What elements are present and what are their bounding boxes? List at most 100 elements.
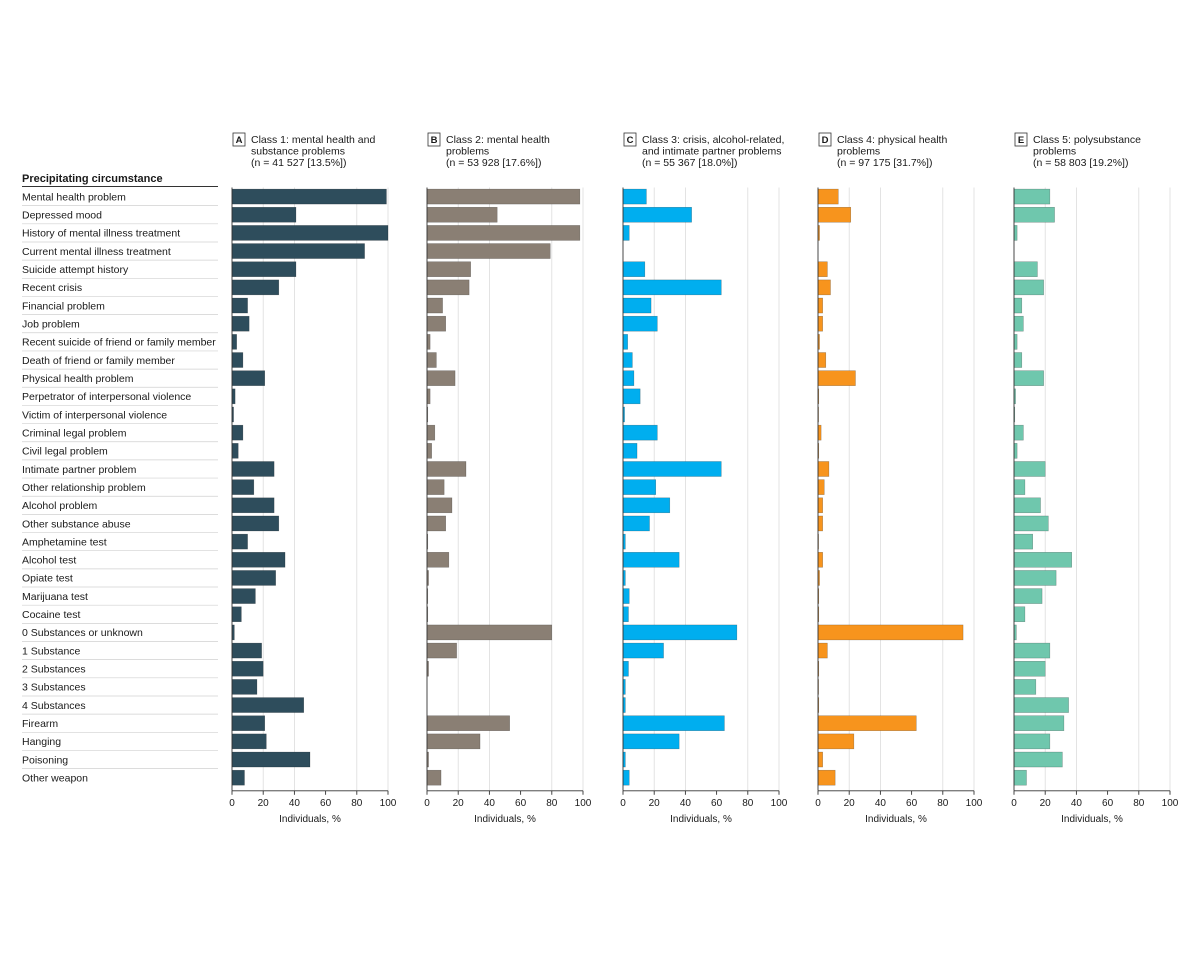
bar (231, 334, 237, 350)
x-tick-label: 20 (1040, 798, 1052, 809)
bar (1013, 715, 1065, 731)
bar (426, 315, 446, 332)
bar (231, 697, 305, 713)
bar (622, 315, 658, 332)
category-label: Suicide attempt history (22, 264, 129, 276)
bar (817, 279, 831, 296)
bar (1013, 642, 1051, 659)
bar (622, 443, 638, 459)
bar (1013, 261, 1038, 277)
bar (231, 533, 248, 550)
x-tick-label: 80 (546, 798, 558, 809)
bar (231, 297, 248, 314)
bar (426, 461, 467, 477)
category-label: Intimate partner problem (22, 464, 137, 476)
panel-title-line: problems (1033, 146, 1076, 158)
category-label: Poisoning (22, 754, 68, 766)
bar (231, 225, 389, 241)
bar (1013, 461, 1046, 477)
bar (231, 497, 275, 514)
category-label: Recent suicide of friend or family membe… (22, 337, 216, 349)
bar (817, 497, 823, 514)
bar (817, 352, 827, 368)
bar (426, 642, 457, 659)
bar (426, 497, 453, 514)
bar (622, 188, 647, 205)
bar (1013, 225, 1018, 241)
category-label: Alcohol test (22, 555, 76, 567)
panel-title-line: (n = 55 367 [18.0%]) (642, 157, 737, 169)
category-label: Criminal legal problem (22, 427, 127, 439)
bar (622, 388, 641, 405)
bar (622, 424, 658, 441)
bar (426, 769, 442, 786)
bar (1013, 370, 1044, 386)
bar (231, 642, 262, 659)
bar (231, 679, 258, 695)
bar (817, 424, 822, 441)
x-tick-label: 100 (966, 798, 983, 809)
bar (817, 769, 836, 786)
category-label: 2 Substances (22, 664, 86, 676)
bar (817, 479, 825, 495)
category-header: Precipitating circumstance (22, 173, 163, 185)
bar (1013, 188, 1051, 205)
category-label: Amphetamine test (22, 536, 107, 548)
bar (817, 206, 852, 223)
bar (231, 279, 280, 296)
bar (1013, 733, 1051, 750)
x-tick-label: 100 (771, 798, 788, 809)
x-tick-label: 60 (1102, 798, 1114, 809)
bar (231, 570, 276, 586)
bar (426, 479, 445, 495)
panel-title-line: substance problems (251, 146, 345, 158)
x-tick-label: 100 (380, 798, 397, 809)
bar (817, 733, 855, 750)
bar (1013, 479, 1026, 495)
category-label: Opiate test (22, 573, 73, 585)
bar (622, 660, 629, 677)
bar (231, 660, 264, 677)
panel-title-line: Class 2: mental health (446, 134, 550, 146)
bar (426, 552, 450, 568)
bar (1013, 588, 1043, 604)
category-labels: Mental health problem Depressed mood Histo… (22, 191, 218, 785)
x-tick-label: 60 (515, 798, 527, 809)
panel-label-box (1014, 132, 1028, 147)
category-label: Cocaine test (22, 609, 80, 621)
x-axis-label: Individuals, % (670, 814, 732, 825)
panel-title-line: (n = 41 527 [13.5%]) (251, 157, 346, 169)
bar (426, 261, 471, 277)
x-tick-label: 40 (680, 798, 692, 809)
bar (622, 370, 635, 386)
panel-label-box (623, 132, 637, 147)
bar (1013, 206, 1055, 223)
bar (231, 461, 275, 477)
bar (1013, 570, 1057, 586)
bar (231, 606, 242, 623)
x-tick-label: 0 (229, 798, 235, 809)
bar (426, 243, 551, 259)
bar (817, 751, 823, 768)
x-tick-label: 80 (351, 798, 363, 809)
x-axis-label: Individuals, % (1061, 814, 1123, 825)
x-tick-label: 40 (289, 798, 301, 809)
category-label: 4 Substances (22, 700, 86, 712)
bar (426, 352, 437, 368)
bar (817, 461, 830, 477)
bar (622, 624, 738, 641)
bar (817, 642, 828, 659)
bar (817, 552, 823, 568)
bar (231, 443, 239, 459)
panel-label: A (236, 135, 243, 146)
bar (1013, 552, 1072, 568)
panel-title-line: Class 1: mental health and (251, 134, 375, 146)
bar (622, 479, 657, 495)
panel-label: B (431, 135, 438, 146)
x-tick-label: 60 (906, 798, 918, 809)
category-label: Firearm (22, 718, 58, 730)
x-axis-label: Individuals, % (279, 814, 341, 825)
